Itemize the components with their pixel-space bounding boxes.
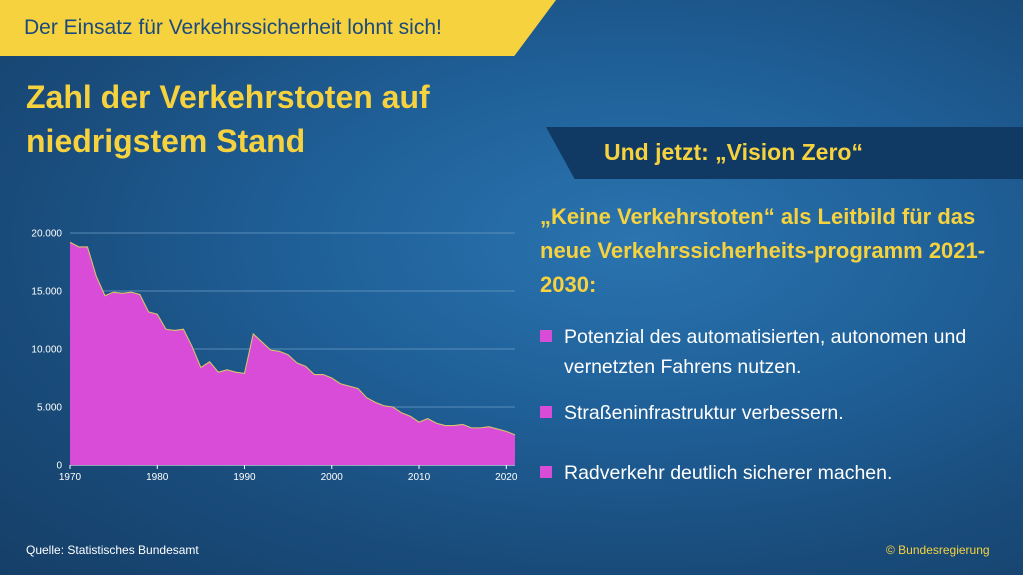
bullet-text: Potenzial des automatisierten, autonomen… bbox=[564, 326, 967, 378]
bullet-square-icon bbox=[540, 406, 552, 418]
fatalities-area bbox=[70, 242, 515, 465]
bullet-square-icon bbox=[540, 330, 552, 342]
page-title: Zahl der Verkehrstoten auf niedrigstem S… bbox=[26, 79, 430, 159]
y-tick-label: 15.000 bbox=[31, 287, 62, 298]
x-tick-label: 2020 bbox=[495, 472, 518, 483]
x-tick-label: 1990 bbox=[233, 472, 256, 483]
bullet-text: Radverkehr deutlich sicherer machen. bbox=[564, 462, 893, 484]
source-note: Quelle: Statistisches Bundesamt bbox=[26, 543, 199, 557]
x-tick-label: 2000 bbox=[321, 472, 344, 483]
x-tick-label: 2010 bbox=[408, 472, 431, 483]
vision-zero-label: Und jetzt: „Vision Zero“ bbox=[604, 139, 863, 165]
x-tick-label: 1980 bbox=[146, 472, 169, 483]
y-tick-label: 5.000 bbox=[37, 403, 62, 414]
fatalities-area-chart: 0 5.000 10.000 15.000 20.000 1970 1980 1990 2000… bbox=[31, 229, 518, 484]
vision-zero-banner: Und jetzt: „Vision Zero“ bbox=[546, 127, 1023, 179]
bullet-square-icon bbox=[540, 466, 552, 478]
bullet-text: Straßeninfrastruktur verbessern. bbox=[564, 402, 844, 424]
top-banner: Der Einsatz für Verkehrssicherheit lohnt… bbox=[0, 0, 556, 56]
copyright-note: © Bundesregierung bbox=[886, 543, 990, 557]
y-tick-label: 20.000 bbox=[31, 229, 62, 240]
x-tick-label: 1970 bbox=[59, 472, 82, 483]
fatalities-line bbox=[69, 241, 516, 436]
top-banner-text: Der Einsatz für Verkehrssicherheit lohnt… bbox=[24, 16, 442, 39]
y-tick-label: 10.000 bbox=[31, 345, 62, 356]
subheading: „Keine Verkehrstoten“ als Leitbild für d… bbox=[540, 204, 986, 297]
y-tick-label: 0 bbox=[56, 461, 62, 472]
